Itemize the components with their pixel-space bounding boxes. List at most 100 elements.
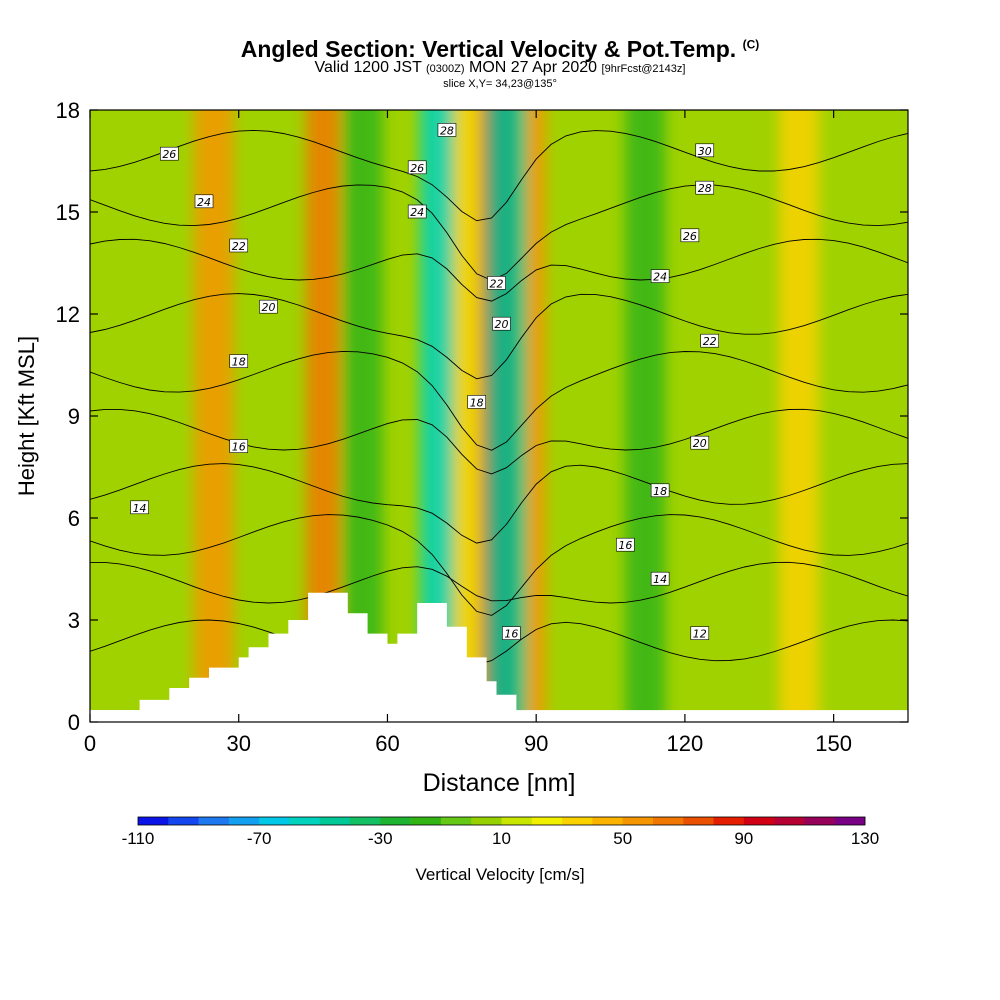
colorbar-swatch	[683, 817, 714, 825]
colorbar-swatch	[562, 817, 593, 825]
x-tick-label: 120	[667, 731, 704, 756]
velocity-band	[306, 110, 341, 722]
contour-label-text: 22	[490, 277, 504, 290]
colorbar-swatch	[289, 817, 321, 825]
y-tick-label: 12	[56, 302, 80, 327]
colorbar-swatch	[653, 817, 684, 825]
colorbar-tick-label: -30	[368, 829, 393, 848]
y-tick-label: 15	[56, 200, 80, 225]
contour-label: 20	[492, 316, 511, 331]
y-tick-label: 6	[68, 506, 80, 531]
contour-label-text: 26	[683, 230, 697, 243]
ground-strip	[90, 710, 908, 722]
theta-contour	[90, 350, 908, 451]
colorbar-swatch	[592, 817, 623, 825]
contour-label-text: 28	[698, 182, 712, 195]
colorbar-swatch	[138, 817, 169, 825]
contour-label-text: 22	[703, 335, 717, 348]
contour-label-text: 12	[693, 628, 707, 641]
contour-label-text: 16	[232, 441, 246, 454]
contour-label-text: 24	[410, 206, 424, 219]
colorbar-swatch	[410, 817, 442, 825]
colorbar-tick-label: -110	[122, 829, 155, 848]
x-axis: 0 30 60 90 120 150	[84, 110, 852, 756]
theta-contour	[90, 561, 908, 604]
contour-label: 16	[616, 537, 635, 552]
contour-label-text: 24	[653, 271, 667, 284]
x-axis-label: Distance [nm]	[423, 769, 576, 797]
colorbar-swatch	[168, 817, 199, 825]
theta-contour	[90, 293, 908, 380]
velocity-band	[193, 110, 234, 722]
contour-label: 22	[487, 276, 506, 290]
contour-label: 22	[229, 238, 249, 253]
contour-labels: 14 16 18 20 22 24 26 28 26 24 22 20 18 16 30 28 26 24 22 20…	[130, 123, 719, 641]
colorbar-swatch	[471, 817, 502, 825]
x-tick-label: 30	[226, 731, 250, 756]
y-axis: 0 3 6 9 12 15 18	[56, 98, 908, 735]
colorbar-swatch	[804, 817, 835, 825]
theta-contour	[90, 408, 908, 475]
colorbar-swatch	[319, 817, 351, 825]
contour-label: 24	[650, 269, 670, 284]
colorbar-tick-label: 90	[734, 829, 753, 848]
contour-label: 28	[695, 180, 715, 195]
theta-contour	[90, 619, 908, 666]
colorbar-swatch	[350, 817, 381, 825]
contour-label: 30	[695, 143, 715, 158]
colorbar-frame	[137, 816, 866, 826]
contour-label: 18	[229, 354, 249, 369]
contour-label-text: 26	[410, 162, 424, 175]
y-tick-label: 3	[68, 608, 80, 633]
contour-label: 26	[160, 146, 179, 161]
contour-label: 18	[467, 395, 486, 409]
colorbar-tick-label: -70	[247, 829, 272, 848]
contour-label: 20	[259, 299, 278, 314]
contour-label: 18	[650, 483, 670, 498]
velocity-band	[625, 110, 666, 722]
velocity-band	[486, 110, 527, 722]
contour-label: 26	[407, 160, 427, 175]
colorbar-swatch	[380, 817, 411, 825]
contour-label: 28	[437, 123, 457, 137]
colorbar-swatch	[834, 817, 866, 825]
theta-contour	[90, 463, 908, 544]
slice-info: slice X,Y= 34,23@135°	[443, 78, 557, 90]
colorbar-swatch	[774, 817, 805, 825]
contour-label-text: 22	[232, 240, 246, 253]
contour-label-text: 28	[440, 124, 454, 137]
vertical-velocity-field	[193, 110, 819, 722]
contour-label: 14	[650, 571, 670, 586]
colorbar-title: Vertical Velocity [cm/s]	[415, 865, 584, 884]
colorbar-tick-label: 10	[492, 829, 511, 848]
chart-subtitle: Valid 1200 JST (0300Z) MON 27 Apr 2020 […	[314, 59, 686, 76]
plot-area: 14 16 18 20 22 24 26 28 26 24 22 20 18 16 30 28 26 24 22 20…	[90, 110, 908, 722]
colorbar: -110 -70 -30 10 50 90 130	[122, 816, 879, 848]
contour-label-text: 14	[133, 502, 147, 515]
contour-label: 24	[194, 194, 214, 209]
contour-label-text: 20	[261, 301, 275, 314]
x-tick-label: 90	[524, 731, 548, 756]
contour-label-text: 26	[162, 148, 176, 161]
colorbar-swatch	[501, 817, 533, 825]
colorbar-swatch	[259, 817, 290, 825]
contour-label-text: 30	[698, 145, 712, 158]
contour-label: 14	[130, 500, 149, 515]
colorbar-swatch	[622, 817, 654, 825]
contour-label: 22	[700, 333, 719, 348]
colorbar-swatch	[228, 817, 260, 825]
contour-label-text: 16	[618, 539, 632, 552]
contour-label: 20	[690, 435, 710, 450]
colorbar-tick-label: 130	[851, 829, 879, 848]
x-tick-label: 0	[84, 731, 96, 756]
colorbar-swatch	[713, 817, 745, 825]
colorbar-swatch	[531, 817, 563, 825]
colorbar-swatch	[440, 817, 472, 825]
velocity-band	[342, 110, 383, 722]
theta-contour	[90, 238, 908, 302]
contour-label-text: 18	[653, 485, 667, 498]
contour-label-text: 20	[494, 318, 508, 331]
colorbar-swatch	[198, 817, 230, 825]
y-tick-label: 9	[68, 404, 80, 429]
